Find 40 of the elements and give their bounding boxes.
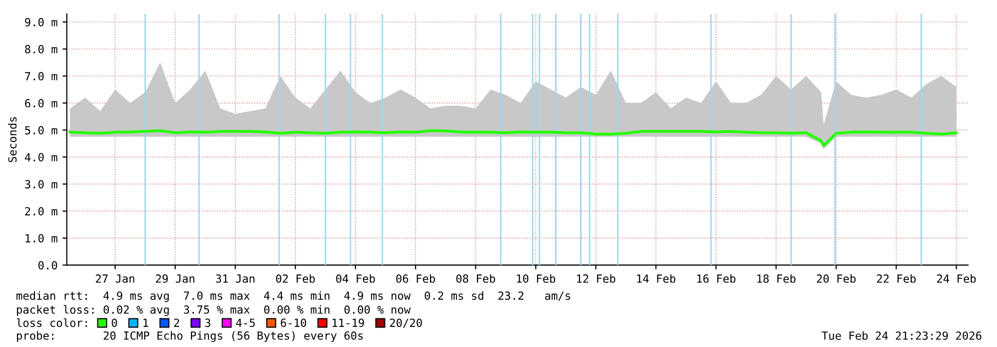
- x-tick-label: 02 Feb: [276, 274, 315, 283]
- x-tick-label: 14 Feb: [637, 274, 676, 283]
- legend-label: 1: [144, 318, 148, 327]
- x-tick-label: 16 Feb: [697, 274, 736, 283]
- x-tick-label: 08 Feb: [456, 274, 496, 283]
- x-tick-label: 29 Jan: [156, 274, 194, 283]
- legend-label: 11-19: [332, 318, 364, 328]
- legend-label: 2: [174, 318, 180, 327]
- y-tick-label: 8.0 m: [25, 45, 58, 54]
- x-tick-label: 20 Feb: [816, 274, 856, 283]
- text: packet loss: 0.02 % avg 3.75 % max 0.00 % min 0.00 % now: [16, 305, 411, 316]
- legend-label: 3: [205, 318, 210, 328]
- text: probe: 20 ICMP Echo Pings (56 Bytes) every 60s: [16, 331, 363, 342]
- x-tick-label: 22 Feb: [877, 274, 916, 283]
- x-tick-label: 24 Feb: [937, 274, 976, 283]
- x-tick-label: 04 Feb: [336, 274, 375, 283]
- legend-label: 20/20: [390, 318, 422, 328]
- y-tick-label: 0.0: [38, 261, 58, 270]
- x-tick-label: 27 Jan: [96, 274, 134, 283]
- legend-label: 4-5: [236, 318, 255, 328]
- y-tick-label: 4.0 m: [24, 153, 58, 162]
- text: Tue Feb 24 21:23:29 2026: [822, 331, 982, 340]
- x-tick-label: 10 Feb: [517, 274, 556, 283]
- line-series: [68, 129, 958, 148]
- x-tick-label: 18 Feb: [757, 274, 796, 283]
- y-axis-title: Seconds: [8, 117, 17, 162]
- y-tick-label: 7.0 m: [25, 72, 58, 80]
- y-tick-label: 3.0 m: [25, 180, 58, 188]
- y-tick-label: 2.0 m: [25, 207, 58, 216]
- x-tick-label: 31 Jan: [216, 274, 254, 283]
- legend-title: loss color:: [16, 318, 87, 328]
- y-tick-label: 6.0 m: [25, 99, 58, 108]
- x-tick-label: 12 Feb: [577, 274, 616, 283]
- y-tick-label: 5.0 m: [25, 126, 58, 134]
- x-tick-label: 06 Feb: [396, 274, 435, 283]
- legend-label: 0: [112, 318, 118, 328]
- y-tick-label: 1.0 m: [26, 234, 58, 243]
- legend-label: 6-10: [280, 318, 306, 328]
- text: median rtt: 4.9 ms avg 7.0 ms max 4.4 ms min 4.9 ms now 0.2 ms sd 23.2 am/s: [16, 291, 570, 302]
- y-tick-label: 9.0 m: [25, 18, 58, 26]
